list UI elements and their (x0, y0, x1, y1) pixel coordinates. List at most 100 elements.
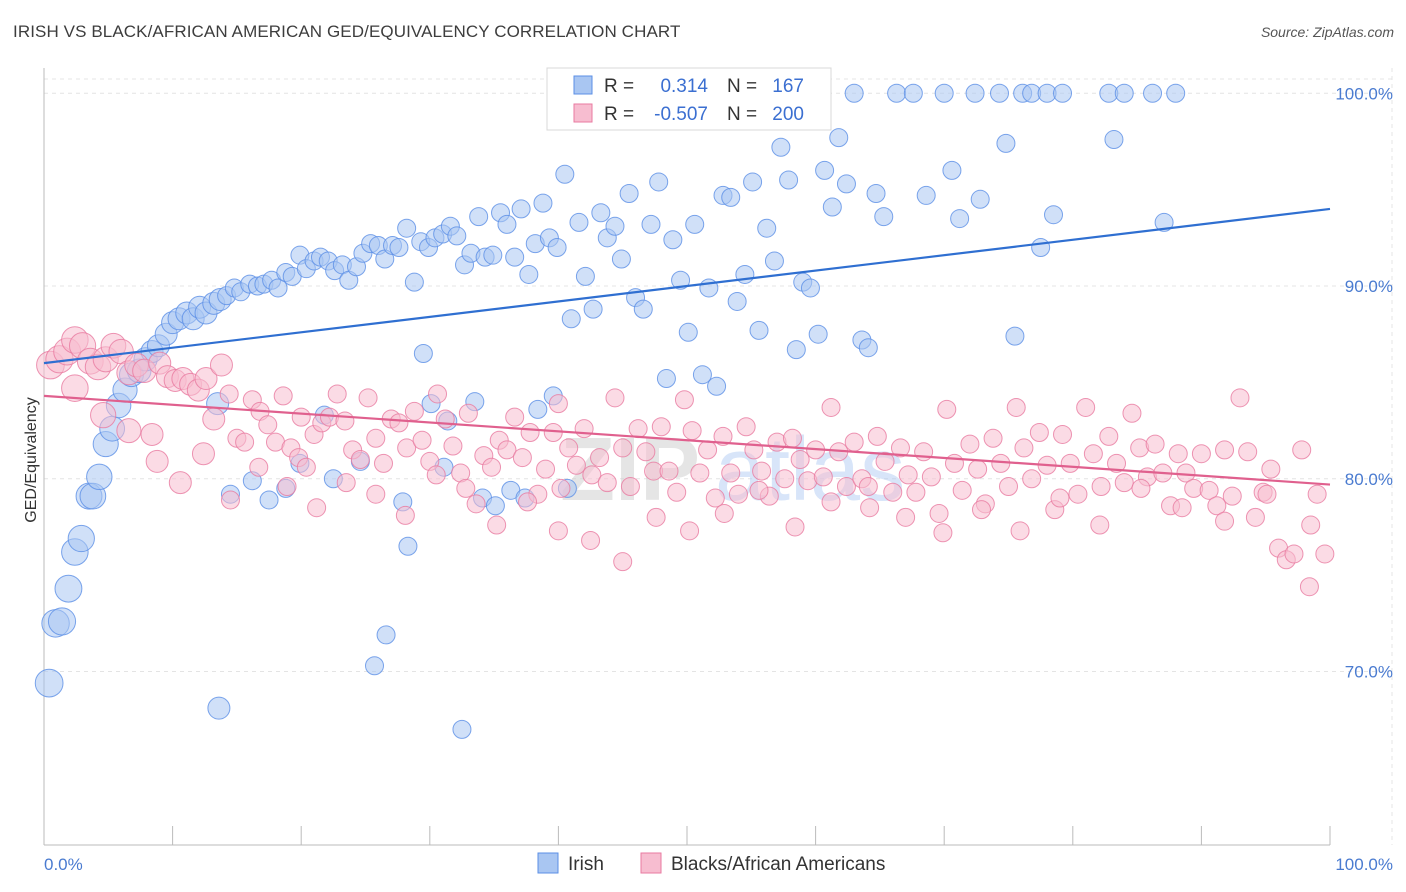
irish-point-117 (866, 184, 886, 204)
black-point-119 (960, 434, 980, 454)
irish-point-162 (485, 496, 505, 516)
black-point-67 (559, 438, 579, 458)
black-point-87 (713, 426, 733, 446)
black-point-185 (613, 552, 633, 572)
irish-point-88 (656, 369, 676, 389)
black-point-169 (145, 449, 169, 473)
irish-point-111 (822, 197, 842, 217)
black-point-54 (458, 403, 478, 423)
black-point-25 (235, 432, 255, 452)
black-point-120 (968, 459, 988, 479)
black-trendline (43, 394, 1331, 486)
black-point-158 (1261, 459, 1281, 479)
irish-point-119 (887, 83, 907, 103)
black-point-57 (482, 457, 502, 477)
irish-point-134 (1044, 205, 1064, 225)
irish-point-108 (800, 278, 820, 298)
black-point-86 (705, 488, 725, 508)
black-point-168 (116, 418, 142, 444)
black-point-96 (782, 428, 802, 448)
black-point-178 (395, 505, 415, 525)
legend-n-value-irish: 167 (772, 76, 804, 97)
irish-point-132 (1031, 237, 1051, 257)
irish-point-69 (519, 264, 539, 284)
irish-point-75 (561, 309, 581, 329)
irish-point-0 (34, 668, 64, 698)
black-point-150 (1199, 480, 1219, 500)
irish-point-106 (786, 340, 806, 360)
black-point-88 (721, 463, 741, 483)
black-point-151 (1207, 496, 1227, 516)
black-point-97 (790, 450, 810, 469)
irish-point-118 (874, 207, 894, 227)
irish-point-101 (749, 320, 769, 340)
black-point-202 (1257, 484, 1277, 504)
irish-point-66 (497, 214, 517, 234)
black-point-28 (258, 415, 278, 435)
irish-point-154 (398, 536, 418, 556)
irish-point-124 (950, 209, 970, 229)
irish-point-92 (685, 214, 705, 234)
irish-point-74 (555, 164, 575, 184)
black-point-193 (896, 507, 916, 527)
irish-point-52 (397, 218, 417, 238)
irish-point-168 (207, 696, 231, 720)
black-point-128 (1029, 423, 1049, 443)
irish-point-138 (1114, 83, 1134, 103)
y-tick-label-90: 90.0% (1345, 277, 1393, 296)
legend-swatch-black (573, 103, 593, 123)
irish-point-76 (569, 212, 589, 232)
black-point-174 (277, 476, 297, 496)
black-point-77 (636, 442, 656, 462)
irish-point-122 (934, 83, 954, 103)
black-point-21 (202, 407, 226, 431)
irish-point-5 (67, 524, 95, 553)
black-point-132 (1060, 453, 1080, 473)
black-point-137 (1099, 426, 1119, 446)
black-point-116 (937, 399, 957, 419)
black-point-204 (291, 407, 311, 427)
black-point-43 (374, 453, 394, 473)
black-point-136 (1091, 476, 1111, 496)
irish-point-73 (547, 237, 567, 257)
black-point-166 (61, 374, 89, 402)
black-point-109 (883, 482, 903, 502)
irish-point-113 (836, 174, 856, 194)
y-axis-label: GED/Equivalency (23, 397, 40, 522)
black-point-113 (914, 442, 934, 462)
black-point-64 (536, 459, 556, 479)
irish-point-95 (707, 376, 727, 396)
irish-point-145 (259, 490, 279, 510)
black-point-167 (90, 402, 117, 429)
legend-n-label-black: N = (727, 104, 757, 125)
black-point-196 (1010, 521, 1030, 541)
black-point-90 (736, 417, 756, 437)
black-point-107 (867, 426, 887, 446)
irish-point-126 (970, 189, 990, 209)
black-point-22 (209, 353, 233, 377)
black-point-126 (1014, 438, 1034, 458)
black-point-83 (682, 421, 702, 441)
black-point-177 (366, 484, 386, 504)
bottom-legend: Irish Blacks/African Americans (537, 852, 885, 875)
irish-point-123 (942, 160, 962, 180)
black-point-100 (813, 467, 833, 487)
black-point-198 (1090, 515, 1110, 535)
legend-swatch-irish (573, 75, 593, 95)
black-point-183 (548, 521, 568, 541)
bottom-legend-label-black: Blacks/African Americans (671, 854, 885, 875)
irish-point-2 (47, 607, 77, 636)
irish-point-71 (533, 193, 553, 213)
black-point-171 (191, 442, 215, 466)
irish-point-139 (1143, 83, 1163, 103)
bottom-legend-swatch-black (640, 852, 662, 874)
black-point-112 (906, 482, 926, 502)
bottom-legend-label-irish: Irish (568, 854, 604, 875)
black-point-73 (605, 388, 625, 408)
irish-point-91 (678, 322, 698, 342)
irish-point-64 (483, 245, 503, 265)
black-point-186 (646, 507, 666, 527)
irish-point-79 (591, 203, 611, 223)
black-point-131 (1053, 424, 1073, 444)
